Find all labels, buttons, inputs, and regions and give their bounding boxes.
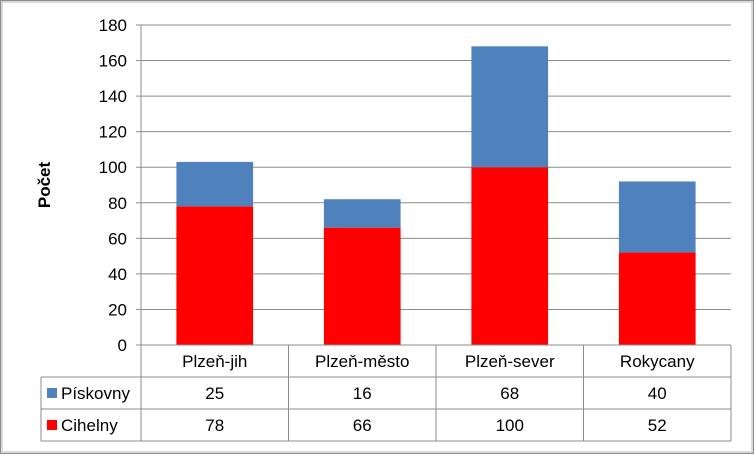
y-tick-label: 0	[118, 336, 127, 355]
bar-pískovny-4	[618, 181, 696, 253]
bars	[176, 46, 696, 345]
y-tick-label: 180	[99, 16, 127, 35]
y-tick-label: 160	[99, 52, 127, 71]
category-label: Plzeň-jih	[182, 352, 247, 371]
legend-key-cihelny	[47, 420, 57, 430]
category-label: Plzeň-sever	[465, 352, 555, 371]
y-tick-label: 60	[108, 229, 127, 248]
category-label: Plzeň-město	[315, 352, 409, 371]
data-value: 16	[353, 384, 372, 403]
bar-pískovny-1	[176, 161, 254, 207]
y-tick-label: 120	[99, 123, 127, 142]
data-value: 68	[500, 384, 519, 403]
y-tick-label: 100	[99, 158, 127, 177]
y-tick-label: 80	[108, 194, 127, 213]
y-tick-label: 20	[108, 300, 127, 319]
category-label: Rokycany	[620, 352, 695, 371]
bar-cihelny-4	[618, 252, 696, 345]
bar-pískovny-2	[323, 199, 401, 228]
y-tick-label: 40	[108, 265, 127, 284]
axes: 0 20 40 60 80 100 120 140 160 180	[99, 16, 731, 441]
data-value: 40	[648, 384, 667, 403]
y-axis-title: Počet	[35, 162, 54, 209]
data-value: 52	[648, 416, 667, 435]
bar-cihelny-1	[176, 206, 254, 345]
data-value: 78	[205, 416, 224, 435]
series-name: Cihelny	[61, 416, 118, 435]
legend-key-pískovny	[47, 388, 57, 398]
bar-cihelny-3	[471, 167, 549, 345]
data-value: 25	[205, 384, 224, 403]
bar-cihelny-2	[323, 227, 401, 345]
series-name: Pískovny	[61, 384, 130, 403]
data-value: 66	[353, 416, 372, 435]
data-value: 100	[496, 416, 524, 435]
data-table: Plzeň-jih Plzeň-město Plzeň-sever Rokycany P…	[40, 345, 732, 442]
bar-pískovny-3	[471, 46, 549, 168]
y-tick-label: 140	[99, 87, 127, 106]
